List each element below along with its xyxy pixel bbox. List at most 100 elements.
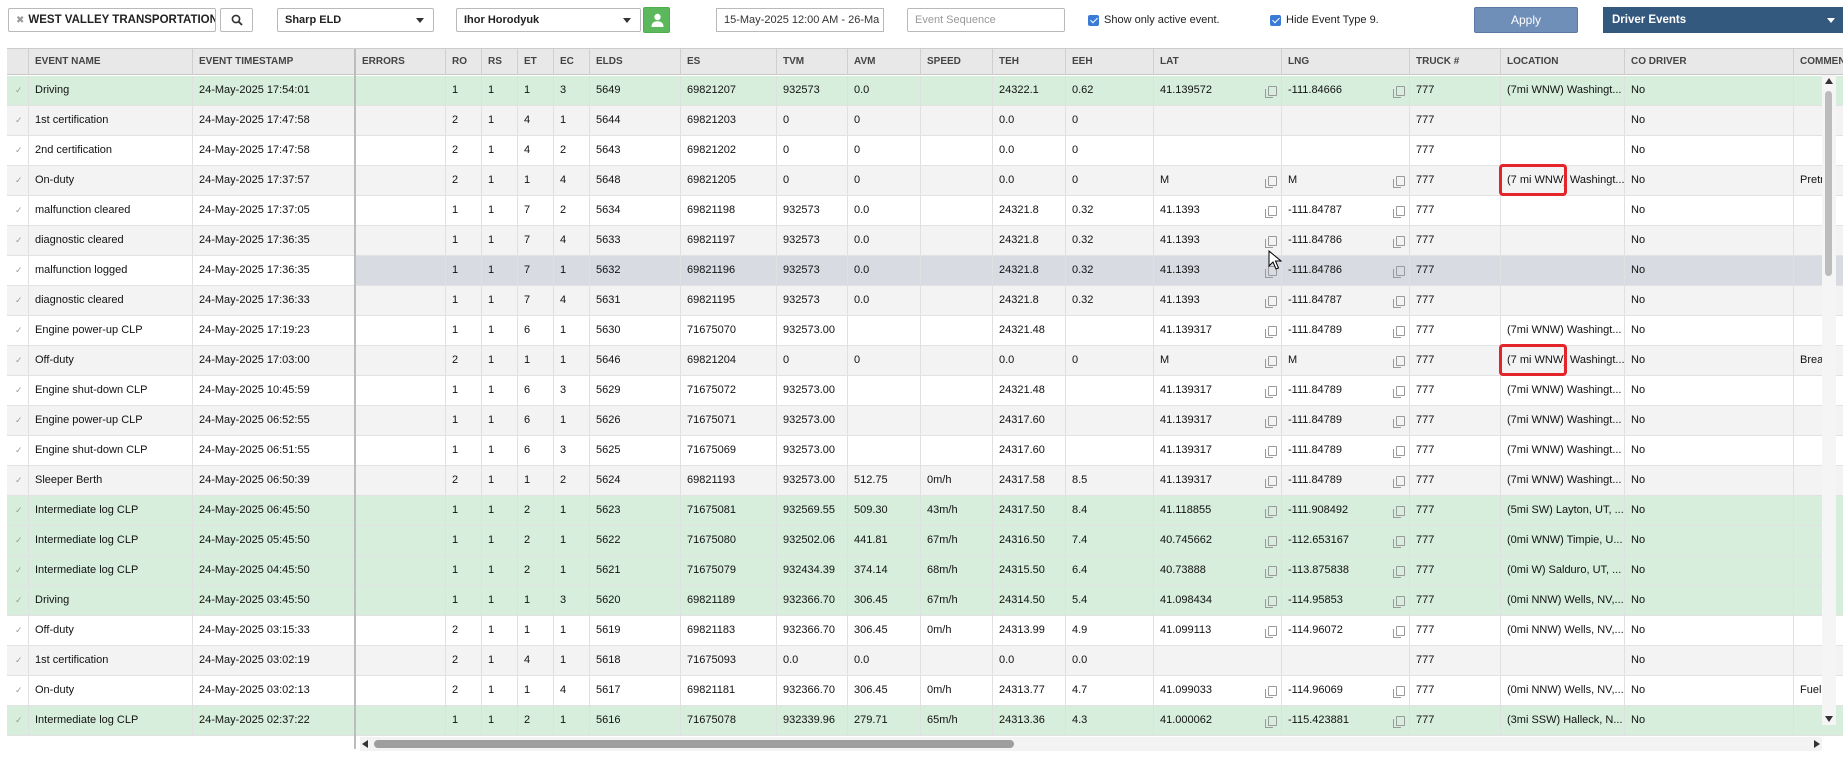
copy-icon[interactable] (1393, 626, 1405, 638)
event-sequence-input[interactable]: Event Sequence (907, 8, 1065, 32)
scroll-up-icon[interactable] (1825, 78, 1833, 84)
column-header-ec[interactable]: EC (554, 49, 590, 75)
row-check-icon[interactable]: ✓ (7, 286, 29, 315)
copy-icon[interactable] (1265, 266, 1277, 278)
copy-icon[interactable] (1393, 326, 1405, 338)
copy-icon[interactable] (1265, 416, 1277, 428)
column-header-et[interactable]: ET (518, 49, 554, 75)
copy-icon[interactable] (1393, 206, 1405, 218)
view-select[interactable]: Driver Events (1603, 7, 1843, 33)
row-check-icon[interactable]: ✓ (7, 256, 29, 285)
column-header-lat[interactable]: LAT (1154, 49, 1282, 75)
copy-icon[interactable] (1393, 716, 1405, 728)
search-button[interactable] (220, 8, 253, 32)
clear-icon[interactable]: ✖ (16, 14, 25, 26)
copy-icon[interactable] (1265, 506, 1277, 518)
row-check-icon[interactable]: ✓ (7, 676, 29, 705)
scroll-thumb[interactable] (374, 740, 1014, 748)
scroll-left-icon[interactable] (362, 740, 368, 748)
eld-select[interactable]: Sharp ELD (277, 8, 434, 32)
table-row[interactable]: ✓ Intermediate log CLP 24-May-2025 04:45:5… (7, 556, 1843, 586)
row-check-icon[interactable]: ✓ (7, 376, 29, 405)
column-header-location[interactable]: LOCATION (1501, 49, 1625, 75)
copy-icon[interactable] (1393, 446, 1405, 458)
table-row[interactable]: ✓ Engine power-up CLP 24-May-2025 17:19:23… (7, 316, 1843, 346)
copy-icon[interactable] (1265, 176, 1277, 188)
table-row[interactable]: ✓ Off-duty 24-May-2025 17:03:00 2 1 1 1 5646 698… (7, 346, 1843, 376)
row-check-icon[interactable]: ✓ (7, 496, 29, 525)
copy-icon[interactable] (1265, 716, 1277, 728)
table-row[interactable]: ✓ Intermediate log CLP 24-May-2025 05:45:5… (7, 526, 1843, 556)
column-header-es[interactable]: ES (681, 49, 777, 75)
row-check-icon[interactable]: ✓ (7, 76, 29, 105)
table-row[interactable]: ✓ Intermediate log CLP 24-May-2025 06:45:5… (7, 496, 1843, 526)
table-row[interactable]: ✓ 1st certification 24-May-2025 03:02:19 2 1… (7, 646, 1843, 676)
copy-icon[interactable] (1265, 536, 1277, 548)
horizontal-scrollbar[interactable] (360, 737, 1822, 751)
table-row[interactable]: ✓ Engine shut-down CLP 24-May-2025 06:51:5… (7, 436, 1843, 466)
column-header-comment[interactable]: COMMEN (1794, 49, 1843, 75)
column-header-eeh[interactable]: EEH (1066, 49, 1154, 75)
checkbox-checked-icon[interactable] (1270, 14, 1281, 26)
table-row[interactable]: ✓ diagnostic cleared 24-May-2025 17:36:35 1… (7, 226, 1843, 256)
row-check-icon[interactable]: ✓ (7, 616, 29, 645)
checkbox-checked-icon[interactable] (1088, 14, 1099, 26)
scroll-down-icon[interactable] (1825, 716, 1833, 722)
apply-button[interactable]: Apply (1474, 7, 1578, 33)
table-row[interactable]: ✓ Off-duty 24-May-2025 03:15:33 2 1 1 1 5619 698… (7, 616, 1843, 646)
column-header-avm[interactable]: AVM (848, 49, 921, 75)
copy-icon[interactable] (1265, 206, 1277, 218)
copy-icon[interactable] (1393, 416, 1405, 428)
table-row[interactable]: ✓ On-duty 24-May-2025 17:37:57 2 1 1 4 5648 6982… (7, 166, 1843, 196)
table-row[interactable]: ✓ Driving 24-May-2025 03:45:50 1 1 1 3 5620 6982… (7, 586, 1843, 616)
table-row[interactable]: ✓ Sleeper Berth 24-May-2025 06:50:39 2 1 1 2 56… (7, 466, 1843, 496)
copy-icon[interactable] (1393, 386, 1405, 398)
scroll-thumb[interactable] (1825, 91, 1832, 276)
table-row[interactable]: ✓ On-duty 24-May-2025 03:02:13 2 1 1 4 5617 6982… (7, 676, 1843, 706)
table-row[interactable]: ✓ malfunction cleared 24-May-2025 17:37:05… (7, 196, 1843, 226)
table-row[interactable]: ✓ Intermediate log CLP 24-May-2025 02:37:2… (7, 706, 1843, 736)
hide-type9-checkbox[interactable]: Hide Event Type 9. (1270, 14, 1379, 26)
row-check-icon[interactable]: ✓ (7, 586, 29, 615)
column-header-speed[interactable]: SPEED (921, 49, 993, 75)
copy-icon[interactable] (1265, 296, 1277, 308)
row-check-icon[interactable]: ✓ (7, 556, 29, 585)
column-header-rs[interactable]: RS (482, 49, 518, 75)
copy-icon[interactable] (1393, 596, 1405, 608)
copy-icon[interactable] (1265, 566, 1277, 578)
driver-select[interactable]: Ihor Horodyuk (456, 8, 641, 32)
driver-profile-button[interactable] (643, 7, 670, 33)
row-check-icon[interactable]: ✓ (7, 406, 29, 435)
copy-icon[interactable] (1265, 386, 1277, 398)
copy-icon[interactable] (1393, 236, 1405, 248)
row-check-icon[interactable]: ✓ (7, 466, 29, 495)
column-header-lng[interactable]: LNG (1282, 49, 1410, 75)
copy-icon[interactable] (1393, 296, 1405, 308)
row-check-icon[interactable]: ✓ (7, 346, 29, 375)
show-active-checkbox[interactable]: Show only active event. (1088, 14, 1220, 26)
table-row[interactable]: ✓ Driving 24-May-2025 17:54:01 1 1 1 3 5649 6982… (7, 76, 1843, 106)
table-row[interactable]: ✓ Engine shut-down CLP 24-May-2025 10:45:5… (7, 376, 1843, 406)
copy-icon[interactable] (1393, 86, 1405, 98)
column-header-tvm[interactable]: TVM (777, 49, 848, 75)
row-check-icon[interactable]: ✓ (7, 226, 29, 255)
table-row[interactable]: ✓ Engine power-up CLP 24-May-2025 06:52:55… (7, 406, 1843, 436)
table-row[interactable]: ✓ 2nd certification 24-May-2025 17:47:58 2 1… (7, 136, 1843, 166)
column-header-row-checkbox[interactable] (7, 49, 29, 75)
copy-icon[interactable] (1265, 236, 1277, 248)
copy-icon[interactable] (1265, 596, 1277, 608)
copy-icon[interactable] (1393, 536, 1405, 548)
column-header-ro[interactable]: RO (446, 49, 482, 75)
table-row[interactable]: ✓ malfunction logged 24-May-2025 17:36:35 1… (7, 256, 1843, 286)
copy-icon[interactable] (1265, 686, 1277, 698)
copy-icon[interactable] (1265, 356, 1277, 368)
company-select[interactable]: ✖ WEST VALLEY TRANSPORTATION ... (8, 8, 216, 32)
copy-icon[interactable] (1265, 446, 1277, 458)
copy-icon[interactable] (1265, 86, 1277, 98)
table-row[interactable]: ✓ 1st certification 24-May-2025 17:47:58 2 1… (7, 106, 1843, 136)
column-header-truck[interactable]: TRUCK # (1410, 49, 1501, 75)
row-check-icon[interactable]: ✓ (7, 646, 29, 675)
row-check-icon[interactable]: ✓ (7, 196, 29, 225)
column-header-elds[interactable]: ELDS (590, 49, 681, 75)
row-check-icon[interactable]: ✓ (7, 316, 29, 345)
